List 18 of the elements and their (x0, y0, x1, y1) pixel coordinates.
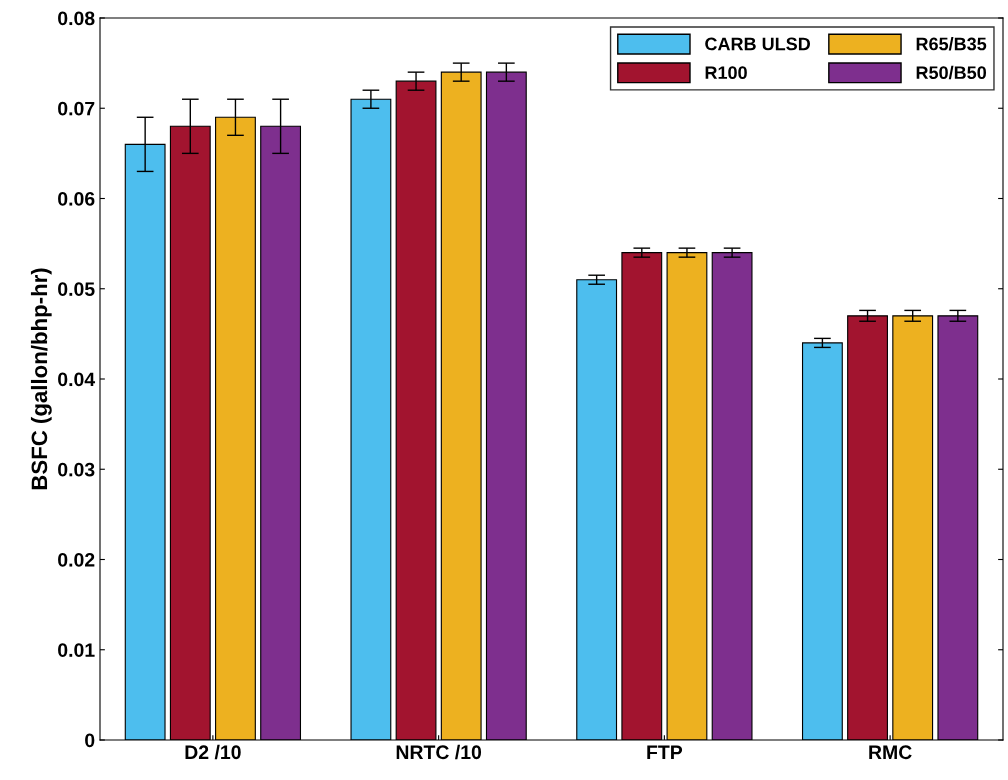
y-tick-label: 0 (85, 733, 95, 748)
legend-label: CARB ULSD (705, 37, 811, 51)
x-tick-label: NRTC /10 (396, 744, 482, 760)
y-tick-label: 0.03 (58, 462, 95, 477)
x-tick-label: D2 /10 (185, 744, 241, 760)
legend-label: R50/B50 (916, 65, 987, 80)
x-tick-label: FTP (647, 745, 683, 759)
y-tick-label: 0.02 (58, 552, 95, 567)
legend-label: R100 (705, 66, 747, 80)
y-tick-label: 0.08 (58, 11, 95, 26)
y-axis-title: BSFC (gallon/bhp-hr) (30, 268, 52, 490)
y-tick-label: 0.06 (58, 191, 95, 206)
y-tick-label: 0.07 (58, 101, 95, 116)
legend-label: R65/B35 (916, 37, 987, 51)
y-tick-label: 0.01 (58, 643, 95, 657)
y-tick-label: 0.05 (58, 282, 95, 296)
y-tick-label: 0.04 (58, 372, 96, 387)
x-tick-label: RMC (869, 745, 912, 760)
